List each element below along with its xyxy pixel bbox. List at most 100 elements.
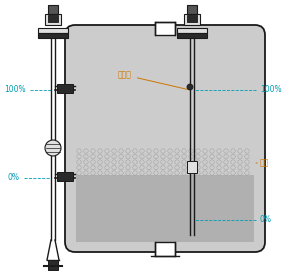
Circle shape (91, 154, 95, 159)
Circle shape (189, 171, 193, 175)
Bar (155, 242, 175, 256)
Circle shape (175, 154, 179, 159)
Circle shape (203, 171, 207, 175)
Circle shape (245, 149, 249, 153)
Circle shape (91, 160, 95, 164)
Circle shape (210, 171, 214, 175)
Circle shape (140, 149, 144, 153)
Circle shape (161, 160, 165, 164)
Circle shape (182, 165, 186, 170)
Circle shape (119, 165, 123, 170)
Circle shape (154, 149, 158, 153)
Circle shape (196, 154, 200, 159)
Circle shape (182, 149, 186, 153)
Circle shape (168, 149, 172, 153)
Circle shape (119, 160, 123, 164)
Circle shape (119, 171, 123, 175)
Text: 0%: 0% (8, 174, 20, 182)
Circle shape (126, 149, 130, 153)
Circle shape (224, 154, 228, 159)
Circle shape (161, 165, 165, 170)
Circle shape (147, 154, 151, 159)
Circle shape (203, 154, 207, 159)
Circle shape (84, 149, 88, 153)
Circle shape (161, 149, 165, 153)
Circle shape (98, 149, 102, 153)
Circle shape (98, 171, 102, 175)
Circle shape (168, 165, 172, 170)
Text: 调压孔: 调压孔 (118, 70, 187, 89)
Circle shape (147, 149, 151, 153)
Circle shape (189, 154, 193, 159)
Bar (155, 22, 175, 35)
Bar (45, 14, 61, 25)
Bar (187, 5, 197, 14)
Circle shape (112, 160, 116, 164)
Circle shape (105, 171, 109, 175)
Circle shape (154, 160, 158, 164)
Circle shape (217, 154, 221, 159)
Circle shape (119, 149, 123, 153)
Circle shape (196, 171, 200, 175)
Circle shape (231, 160, 235, 164)
Bar (38, 33, 68, 38)
Circle shape (187, 84, 193, 90)
Circle shape (140, 165, 144, 170)
Circle shape (189, 149, 193, 153)
Circle shape (119, 154, 123, 159)
Text: 100%: 100% (260, 86, 281, 94)
Circle shape (126, 154, 130, 159)
Circle shape (231, 171, 235, 175)
Circle shape (182, 171, 186, 175)
Circle shape (245, 171, 249, 175)
Bar (38, 28, 68, 33)
Circle shape (217, 160, 221, 164)
Circle shape (133, 160, 137, 164)
Bar (48, 5, 58, 14)
Circle shape (45, 140, 61, 156)
Circle shape (196, 149, 200, 153)
Circle shape (154, 165, 158, 170)
Circle shape (84, 165, 88, 170)
Circle shape (77, 154, 81, 159)
Circle shape (182, 160, 186, 164)
Circle shape (210, 160, 214, 164)
Circle shape (161, 171, 165, 175)
Circle shape (175, 165, 179, 170)
Bar (76, 175, 254, 242)
Text: 100%: 100% (4, 86, 26, 94)
Circle shape (112, 171, 116, 175)
Circle shape (231, 149, 235, 153)
Circle shape (154, 171, 158, 175)
Bar (184, 14, 200, 25)
Circle shape (189, 160, 193, 164)
Circle shape (133, 171, 137, 175)
Circle shape (126, 171, 130, 175)
Circle shape (168, 171, 172, 175)
Circle shape (140, 171, 144, 175)
Bar (177, 33, 207, 38)
Circle shape (140, 154, 144, 159)
Bar (57, 84, 73, 93)
Circle shape (133, 165, 137, 170)
Circle shape (224, 149, 228, 153)
FancyBboxPatch shape (65, 25, 265, 252)
Circle shape (182, 154, 186, 159)
Circle shape (231, 165, 235, 170)
Circle shape (245, 154, 249, 159)
Circle shape (217, 171, 221, 175)
Circle shape (105, 160, 109, 164)
Circle shape (231, 154, 235, 159)
Circle shape (105, 149, 109, 153)
Circle shape (210, 165, 214, 170)
Circle shape (224, 171, 228, 175)
Bar (187, 161, 197, 173)
Circle shape (196, 160, 200, 164)
Bar (57, 172, 73, 181)
Circle shape (245, 165, 249, 170)
Circle shape (126, 165, 130, 170)
Circle shape (147, 160, 151, 164)
Text: 液面: 液面 (256, 158, 269, 168)
Circle shape (140, 160, 144, 164)
Circle shape (98, 154, 102, 159)
